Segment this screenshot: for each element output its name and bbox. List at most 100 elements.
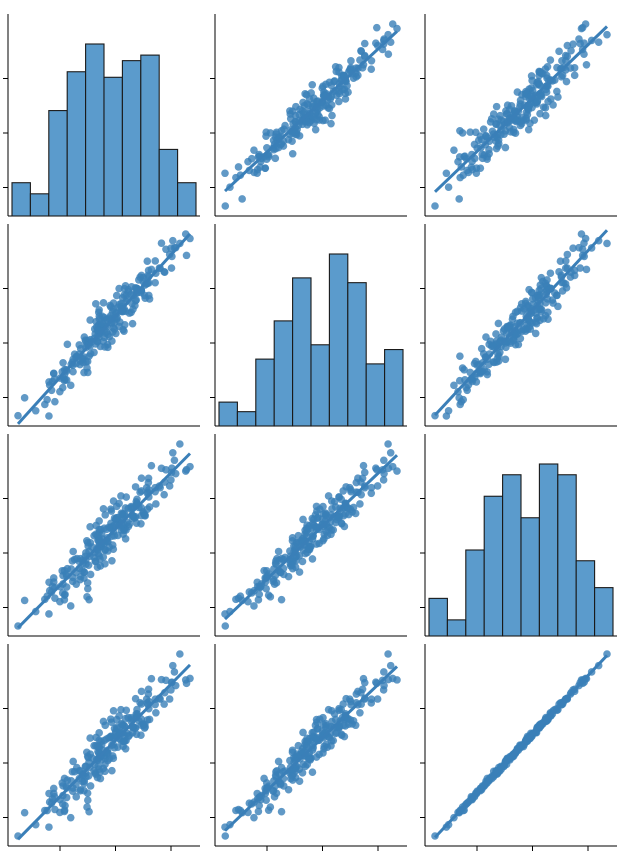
panel-r0-c0 xyxy=(3,14,200,217)
scatter-point xyxy=(176,440,184,448)
panel-r3-c1 xyxy=(210,644,407,851)
scatter-point xyxy=(372,23,381,32)
scatter-point xyxy=(86,782,95,790)
scatter-point xyxy=(254,596,263,604)
scatter-point xyxy=(546,269,555,278)
histogram-bar xyxy=(310,344,330,427)
scatter-point xyxy=(479,125,488,133)
scatter-point xyxy=(131,483,140,491)
scatter-point xyxy=(60,774,69,783)
scatter-point xyxy=(501,355,510,364)
scatter-point xyxy=(528,76,536,85)
scatter-point xyxy=(471,128,480,137)
scatter-point xyxy=(264,806,273,814)
scatter-point xyxy=(541,298,550,307)
scatter-point xyxy=(466,128,475,136)
scatter-point xyxy=(327,741,335,750)
scatter-point xyxy=(271,154,280,163)
scatter-point xyxy=(367,489,376,498)
scatter-point xyxy=(83,579,92,587)
scatter-point xyxy=(444,183,453,192)
scatter-point xyxy=(497,116,506,125)
scatter-point xyxy=(83,803,91,811)
histogram-bar xyxy=(11,182,31,217)
scatter-point xyxy=(319,116,327,125)
scatter-point xyxy=(105,523,113,532)
scatter-point xyxy=(112,291,121,300)
scatter-point xyxy=(151,278,159,287)
scatter-point xyxy=(460,366,468,374)
scatter-point xyxy=(471,357,480,366)
scatter-point xyxy=(108,766,116,775)
scatter-point xyxy=(332,91,341,100)
scatter-point xyxy=(20,596,29,605)
scatter-point xyxy=(494,350,502,358)
scatter-point xyxy=(524,106,533,114)
scatter-point xyxy=(106,505,115,513)
scatter-point xyxy=(303,521,311,529)
scatter-point xyxy=(533,97,542,106)
scatter-point xyxy=(143,257,152,266)
scatter-point xyxy=(569,40,577,48)
scatter-point xyxy=(373,482,382,490)
panel-r1-c2 xyxy=(420,224,617,427)
scatter-point xyxy=(346,505,355,513)
scatter-point xyxy=(305,755,313,764)
scatter-point xyxy=(86,316,94,324)
scatter-point xyxy=(286,110,295,118)
regression-line xyxy=(223,30,399,193)
scatter-point xyxy=(356,500,364,508)
scatter-point xyxy=(535,67,543,76)
scatter-point xyxy=(312,753,321,761)
scatter-point xyxy=(170,456,179,465)
scatter-point xyxy=(542,88,551,97)
scatter-point xyxy=(86,570,95,579)
scatter-point xyxy=(327,81,336,90)
scatter-point xyxy=(460,152,468,161)
scatter-point xyxy=(167,264,176,272)
scatter-point xyxy=(347,57,355,65)
scatter-point xyxy=(532,319,541,328)
scatter-point xyxy=(455,376,464,385)
histogram-bar xyxy=(85,43,105,217)
scatter-point xyxy=(72,793,81,801)
scatter-point xyxy=(316,715,324,723)
scatter-point xyxy=(264,591,273,599)
panel-r2-c1 xyxy=(210,434,407,637)
scatter-point xyxy=(83,789,92,797)
scatter-point xyxy=(288,561,296,570)
histogram-bar xyxy=(158,148,179,217)
scatter-point xyxy=(505,337,514,346)
scatter-point xyxy=(541,111,550,120)
scatter-point xyxy=(470,140,479,149)
scatter-point xyxy=(66,381,75,390)
scatter-point xyxy=(548,296,557,304)
scatter-point xyxy=(82,549,90,557)
scatter-point xyxy=(349,74,358,82)
scatter-point xyxy=(384,50,393,58)
scatter-point xyxy=(541,279,550,288)
scatter-point xyxy=(569,244,577,252)
scatter-point xyxy=(576,264,584,272)
scatter-point xyxy=(14,411,22,420)
scatter-point xyxy=(517,119,526,128)
scatter-point xyxy=(45,823,53,831)
scatter-point xyxy=(561,264,570,272)
scatter-point xyxy=(302,118,311,126)
histogram-bar xyxy=(255,358,275,427)
scatter-point xyxy=(169,236,177,245)
scatter-point xyxy=(151,257,160,265)
scatter-point xyxy=(338,85,347,94)
scatter-point xyxy=(319,749,327,757)
scatter-point xyxy=(170,668,179,676)
scatter-point xyxy=(294,741,303,750)
scatter-point xyxy=(328,505,336,513)
scatter-point xyxy=(186,462,194,471)
scatter-point xyxy=(136,698,144,707)
scatter-point xyxy=(347,700,355,709)
scatter-point xyxy=(238,195,246,203)
scatter-point xyxy=(388,462,397,471)
histogram-bar xyxy=(465,549,485,637)
scatter-point xyxy=(570,71,579,80)
scatter-point xyxy=(121,504,130,512)
